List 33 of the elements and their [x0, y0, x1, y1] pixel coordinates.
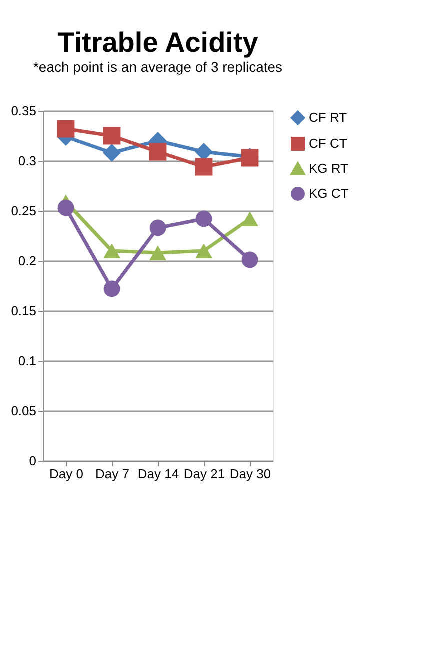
x-tick-label: Day 14 — [138, 466, 180, 482]
y-tick-label: 0 — [29, 454, 36, 468]
point — [242, 252, 258, 268]
point — [57, 120, 75, 138]
point — [242, 212, 258, 226]
y-tick-label: 0.25 — [11, 204, 36, 218]
point — [196, 210, 212, 228]
y-tick-label: 0.15 — [11, 304, 36, 318]
point — [195, 158, 213, 176]
point — [104, 280, 120, 298]
point — [103, 144, 121, 162]
y-tick-label: 0.1 — [18, 354, 36, 368]
point — [58, 200, 74, 216]
y-tick-label: 0.35 — [11, 104, 36, 118]
point — [104, 244, 120, 258]
point — [103, 127, 121, 145]
y-tick-label: 0.05 — [11, 404, 36, 418]
point — [150, 246, 166, 260]
x-tick-label: Day 21 — [184, 466, 226, 482]
point — [150, 220, 166, 236]
chart-subtitle: *each point is an average of 3 replicates — [33, 59, 283, 75]
point — [196, 244, 212, 258]
legend-label: KG CT — [309, 186, 349, 201]
y-tick-label: 0.2 — [18, 254, 36, 268]
point — [149, 143, 167, 161]
legend-label: KG RT — [309, 161, 349, 176]
legend-label: CF CT — [309, 136, 348, 151]
x-tick-label: Day 0 — [50, 466, 84, 482]
chart-title: Titrable Acidity — [58, 27, 259, 58]
y-tick-label: 0.3 — [18, 154, 36, 168]
legend-label: CF RT — [309, 110, 348, 125]
x-tick-label: Day 30 — [230, 466, 272, 482]
x-tick-label: Day 7 — [96, 466, 130, 482]
